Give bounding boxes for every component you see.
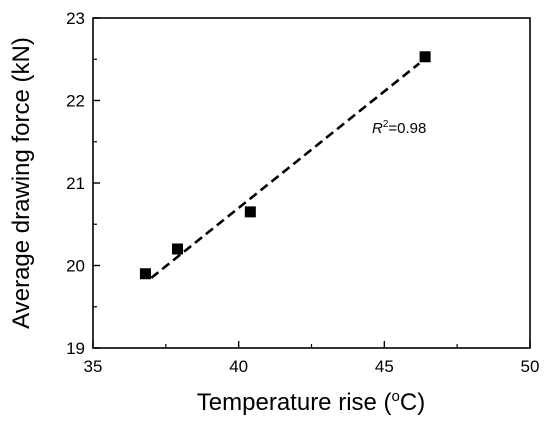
data-point [244,206,256,218]
y-axis-title: Average drawing force (kN) [8,37,35,329]
plot-frame [92,17,531,349]
data-point [139,268,151,280]
fit-line [150,62,421,279]
y-tick-label: 23 [66,9,85,28]
x-axis-title: Temperature rise (oC) [197,388,425,416]
y-tick-label: 20 [66,257,85,276]
x-tick-label: 45 [375,357,394,376]
y-tick-label: 22 [66,92,85,111]
x-tick-label: 40 [229,357,248,376]
ticks: 35 40 45 50 19 20 21 22 23 [66,9,539,376]
x-tick-label: 35 [84,357,103,376]
y-tick-label: 19 [66,339,85,358]
data-point [171,243,183,255]
y-tick-label: 21 [66,174,85,193]
r-squared-annotation: R2=0.98 [372,119,426,137]
axes [92,17,531,349]
data-point [419,51,431,63]
data-points [139,51,431,280]
x-tick-label: 50 [521,357,540,376]
fit-line-group [150,62,421,279]
